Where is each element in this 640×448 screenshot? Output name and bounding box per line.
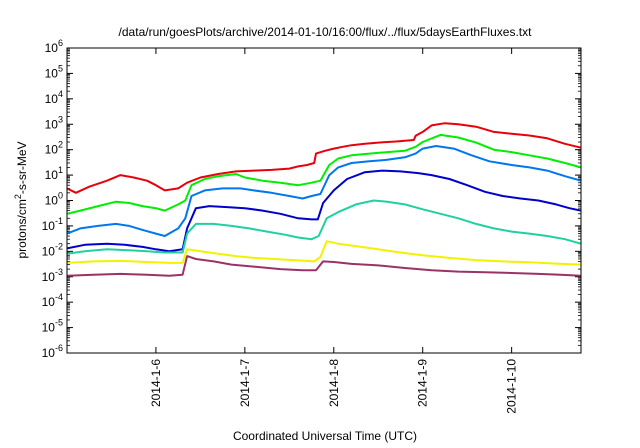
y-axis-label-pre: protons/cm [15,199,29,258]
series-line-7 [66,255,582,277]
x-axis-ticks: 2014-1-6 2014-1-7 2014-1-8 2014-1-9 2014-1-1… [149,48,519,414]
y-tick-label: 10-4 [42,292,63,309]
y-tick-label: 106 [45,38,63,55]
x-tick-label: 2014-1-6 [149,359,163,407]
y-tick-label: 105 [45,63,63,80]
y-tick-label-exp: 4 [58,89,63,99]
y-tick-label-exp: -5 [55,318,63,328]
y-tick-label: 103 [45,114,63,131]
y-tick-label-exp: -1 [55,216,63,226]
y-tick-label: 10-1 [42,216,63,233]
y-tick-label-base: 10 [45,117,59,131]
y-axis-label: protons/cm2-s-sr-MeV [13,141,29,258]
y-tick-label: 10-5 [42,318,63,335]
y-tick-label-exp: 6 [58,38,63,48]
y-tick-label-base: 10 [42,346,56,360]
y-tick-label-exp: -6 [55,343,63,353]
y-tick-label-exp: 3 [58,114,63,124]
y-tick-label-base: 10 [45,143,59,157]
y-tick-label-exp: -3 [55,267,63,277]
y-tick-label-base: 10 [42,219,56,233]
y-tick-label: 104 [45,89,63,106]
series-line-3 [66,145,582,237]
y-tick-label-exp: -2 [55,241,63,251]
chart-title: /data/run/goesPlots/archive/2014-01-10/1… [119,25,533,39]
y-axis-label-sup: 2 [13,194,23,199]
y-tick-label: 10-3 [42,267,63,284]
x-tick-label: 2014-1-7 [238,359,252,407]
x-tick-label: 2014-1-8 [327,359,341,407]
y-axis-label-post: -s-sr-MeV [15,141,29,194]
y-tick-label: 102 [45,140,63,157]
y-tick-label-base: 10 [45,92,59,106]
y-tick-label-exp: -4 [55,292,63,302]
y-tick-label: 10-2 [42,241,63,258]
series-line-5 [66,199,582,255]
y-tick-label: 101 [45,165,63,182]
x-axis-label: Coordinated Universal Time (UTC) [233,429,417,443]
y-tick-label-base: 10 [45,194,59,208]
series-line-1 [66,122,582,194]
y-tick-label-exp: 0 [58,191,63,201]
y-tick-label-base: 10 [42,244,56,258]
plot-frame [66,47,582,354]
y-axis-ticks: 10-610-510-410-310-210-11001011021031041… [42,38,581,360]
series-layer [66,122,582,277]
y-tick-label-exp: 1 [58,165,63,175]
y-tick-label-base: 10 [42,321,56,335]
y-tick-label-base: 10 [45,168,59,182]
x-tick-label: 2014-1-10 [505,359,519,414]
series-line-6 [66,240,582,266]
y-tick-label-base: 10 [45,41,59,55]
y-tick-label-base: 10 [45,66,59,80]
series-line-2 [66,133,582,215]
x-tick-label: 2014-1-9 [416,359,430,407]
y-tick-label-base: 10 [42,295,56,309]
y-tick-label-base: 10 [42,270,56,284]
y-tick-label: 100 [45,191,63,208]
y-tick-label-exp: 5 [58,63,63,73]
series-line-4 [66,169,582,253]
y-tick-label: 10-6 [42,343,63,360]
y-tick-label-exp: 2 [58,140,63,150]
